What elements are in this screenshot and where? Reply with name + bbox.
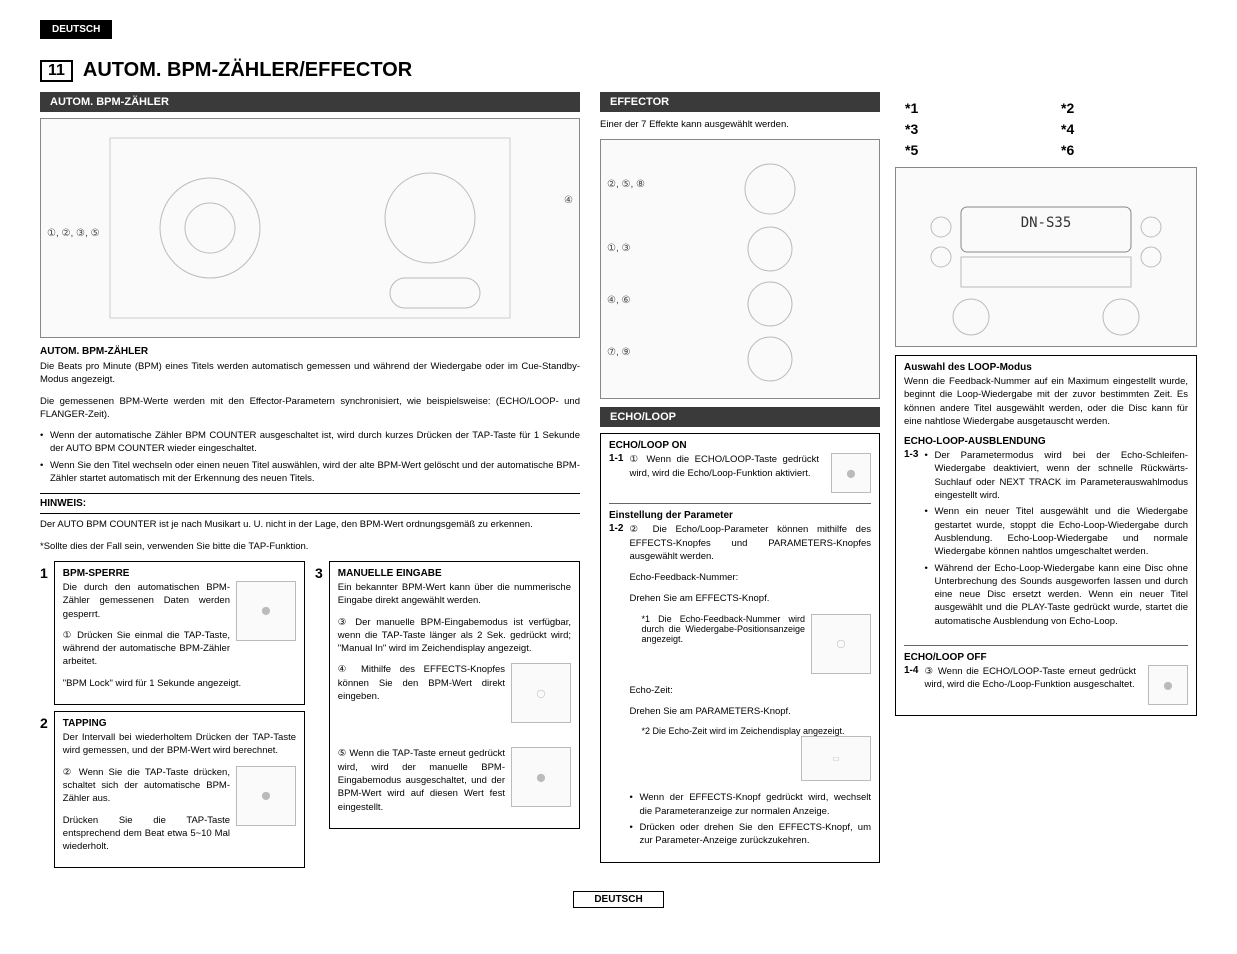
effector-intro: Einer der 7 Effekte kann ausgewählt werd… xyxy=(600,118,880,131)
step-1-4-num: 1-4 xyxy=(904,665,918,676)
star-2: *2 xyxy=(1061,98,1187,119)
fig-callout-1: ②, ⑤, ⑧ xyxy=(607,179,645,190)
echo-off-text: ③ Wenn die ECHO/LOOP-Taste erneut gedrüc… xyxy=(924,665,1136,692)
step-1-3-num: 1-3 xyxy=(904,449,918,639)
echo-loop-button-icon: ⬤ xyxy=(831,453,871,493)
box-bpm-sperre: 1 BPM-SPERRE ⬤ Die durch den automatisch… xyxy=(40,561,305,711)
star-4: *4 xyxy=(1061,119,1187,140)
star-5: *5 xyxy=(905,140,1031,161)
hinweis-p1: Der AUTO BPM COUNTER ist je nach Musikar… xyxy=(40,518,580,531)
star-3: *3 xyxy=(905,119,1031,140)
echo-zeit-label: Echo-Zeit: xyxy=(629,684,871,697)
device-diagram-left: ①, ②, ③, ⑤ ④ xyxy=(40,118,580,338)
box3-title: MANUELLE EINGABE xyxy=(338,568,571,579)
box2-num: 2 xyxy=(40,711,54,735)
footer-language-label: DEUTSCH xyxy=(573,891,663,908)
middle-column: EFFECTOR Einer der 7 Effekte kann ausgew… xyxy=(600,92,880,874)
effector-knobs-icon xyxy=(650,149,830,389)
hinweis-label: HINWEIS: xyxy=(40,493,580,514)
ausbl-bullet-3: Während der Echo-Loop-Wiedergabe kann ei… xyxy=(924,562,1188,628)
ausbl-bullet-1: Der Parametermodus wird bei der Echo-Sch… xyxy=(924,449,1188,502)
echo-feedback-text: Drehen Sie am EFFECTS-Knopf. xyxy=(629,592,871,605)
display-segment-icon: ▭ xyxy=(801,736,871,781)
effector-device-diagram: ②, ⑤, ⑧ ①, ③ ④, ⑥ ⑦, ⑨ xyxy=(600,139,880,399)
loop-mode-title: Auswahl des LOOP-Modus xyxy=(904,362,1188,373)
box-tapping: 2 TAPPING Der Intervall bei wiederholtem… xyxy=(40,711,305,874)
fig-callout-4: ⑦, ⑨ xyxy=(607,347,631,358)
box1-note: "BPM Lock" wird für 1 Sekunde angezeigt. xyxy=(63,677,296,690)
sub1-bullet-1: Wenn der automatische Zähler BPM COUNTER… xyxy=(40,429,580,456)
step-1-2-num: 1-2 xyxy=(609,523,623,855)
tap-button-icon: ⬤ xyxy=(236,581,296,641)
hinweis-p2: *Sollte dies der Fall sein, verwenden Si… xyxy=(40,540,580,553)
box3-p1: Ein bekannter BPM-Wert kann über die num… xyxy=(338,581,571,608)
sub1-title: AUTOM. BPM-ZÄHLER xyxy=(40,346,580,357)
display-panel-diagram: DN-S35 xyxy=(895,167,1197,347)
star-1: *1 xyxy=(905,98,1031,119)
page-title-row: 11 AUTOM. BPM-ZÄHLER/EFFECTOR xyxy=(40,59,1197,82)
loop-mode-box: Auswahl des LOOP-Modus Wenn die Feedback… xyxy=(895,355,1197,716)
section-number-box: 11 xyxy=(40,60,73,82)
sub1-p2: Die gemessenen BPM-Werte werden mit den … xyxy=(40,395,580,422)
box-manuelle-eingabe: 3 MANUELLE EINGABE Ein bekannter BPM-Wer… xyxy=(315,561,580,835)
callout-left: ①, ②, ③, ⑤ xyxy=(47,228,100,239)
step-1-1-num: 1-1 xyxy=(609,453,623,464)
echo-on-title: ECHO/LOOP ON xyxy=(609,440,871,451)
star-6: *6 xyxy=(1061,140,1187,161)
box2-p1: Der Intervall bei wiederholtem Drücken d… xyxy=(63,731,296,758)
left-column: AUTOM. BPM-ZÄHLER ①, ②, ③, ⑤ ④ AUTOM. BP… xyxy=(40,92,580,874)
param-title: Einstellung der Parameter xyxy=(609,510,871,521)
box3-step3: ③ Der manuelle BPM-Eingabemodus ist verf… xyxy=(338,616,571,656)
box1-title: BPM-SPERRE xyxy=(63,568,296,579)
fig-callout-2: ①, ③ xyxy=(607,243,631,254)
display-model-text: DN-S35 xyxy=(1021,215,1072,231)
ausbl-bullet-2: Wenn ein neuer Titel ausgewählt und die … xyxy=(924,505,1188,558)
echo-off-title: ECHO/LOOP OFF xyxy=(904,652,1188,663)
language-badge: DEUTSCH xyxy=(40,20,112,39)
fig-callout-3: ④, ⑥ xyxy=(607,295,631,306)
tap-button-icon-2: ⬤ xyxy=(236,766,296,826)
star-reference-list: *1 *2 *3 *4 *5 *6 xyxy=(895,92,1197,167)
box3-num: 3 xyxy=(315,561,329,585)
box2-title: TAPPING xyxy=(63,718,296,729)
callout-right: ④ xyxy=(564,195,573,206)
footer: DEUTSCH xyxy=(40,894,1197,905)
effector-header: EFFECTOR xyxy=(600,92,880,112)
page-title: AUTOM. BPM-ZÄHLER/EFFECTOR xyxy=(83,59,412,82)
effects-knob-icon: ◯ xyxy=(511,663,571,723)
step-1-1-text: ① Wenn die ECHO/LOOP-Taste gedrückt wird… xyxy=(629,453,819,480)
ausblendung-title: ECHO-LOOP-AUSBLENDUNG xyxy=(904,436,1188,447)
tap-button-icon-3: ⬤ xyxy=(511,747,571,807)
echo-loop-header: ECHO/LOOP xyxy=(600,407,880,427)
step12-bullet-1: Wenn der EFFECTS-Knopf gedrückt wird, we… xyxy=(629,791,871,818)
step-1-2-p1: ② Die Echo/Loop-Parameter können mithilf… xyxy=(629,523,871,563)
device-illustration-icon xyxy=(90,128,530,328)
sub1-bullet-2: Wenn Sie den Titel wechseln oder einen n… xyxy=(40,459,580,486)
left-section-header: AUTOM. BPM-ZÄHLER xyxy=(40,92,580,112)
sub1-p1: Die Beats pro Minute (BPM) eines Titels … xyxy=(40,360,580,387)
echo-loop-button-off-icon: ⬤ xyxy=(1148,665,1188,705)
step12-bullet-2: Drücken oder drehen Sie den EFFECTS-Knop… xyxy=(629,821,871,848)
echo-feedback-label: Echo-Feedback-Nummer: xyxy=(629,571,871,584)
display-panel-icon: DN-S35 xyxy=(921,177,1171,337)
box1-num: 1 xyxy=(40,561,54,585)
echo-zeit-text: Drehen Sie am PARAMETERS-Knopf. xyxy=(629,705,871,718)
right-column: *1 *2 *3 *4 *5 *6 DN-S35 Auswahl des LOO xyxy=(895,92,1197,874)
echo-zeit-star: *2 Die Echo-Zeit wird im Zeichendisplay … xyxy=(641,726,871,736)
loop-mode-p1: Wenn die Feedback-Nummer auf ein Maximum… xyxy=(904,375,1188,428)
echo-loop-on-box: ECHO/LOOP ON 1-1 ① Wenn die ECHO/LOOP-Ta… xyxy=(600,433,880,862)
effects-knob-icon-2: ◯ xyxy=(811,614,871,674)
